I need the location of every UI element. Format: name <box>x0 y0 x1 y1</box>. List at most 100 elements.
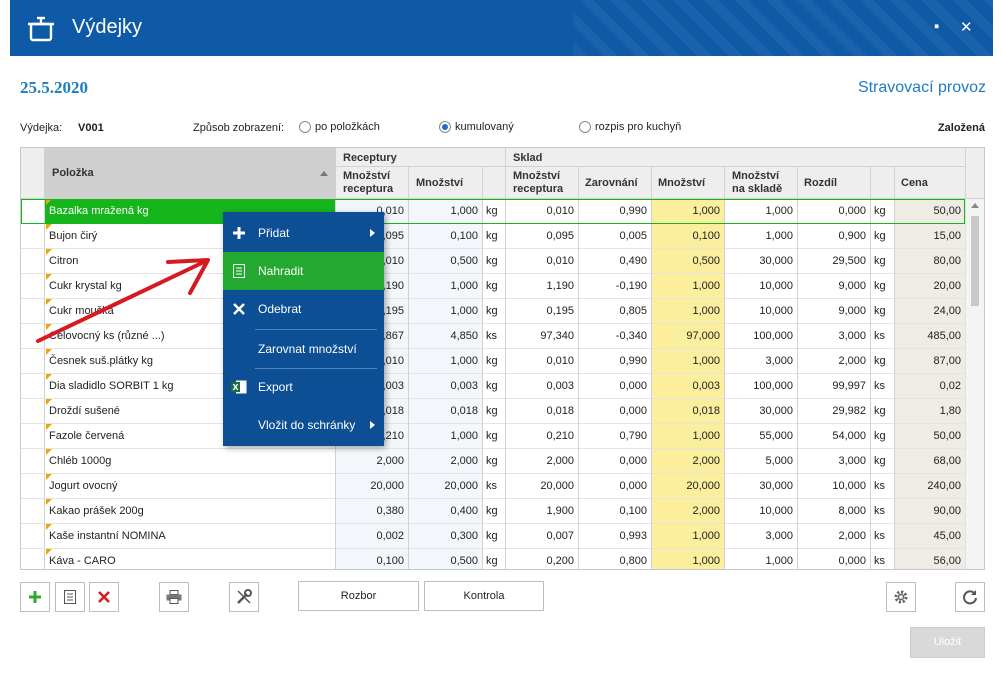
cell-unit2[interactable]: kg <box>874 430 886 442</box>
cell-unit1[interactable]: kg <box>486 355 498 367</box>
table-row[interactable]: Fazole červená 0,210 1,000 kg 0,210 0,790 1,00… <box>21 424 965 449</box>
menu-item-zarovnat-mnozstvi[interactable]: Zarovnat množství <box>223 330 384 368</box>
cell-rozdil[interactable]: 54,000 <box>832 430 866 442</box>
cell-name[interactable]: Droždí sušené <box>49 405 120 417</box>
cell-na-sklade[interactable]: 3,000 <box>765 530 793 542</box>
cell-cena[interactable]: 50,00 <box>933 430 961 442</box>
cell-sk-mn[interactable]: 1,000 <box>692 205 720 217</box>
cell-sk-mn[interactable]: 0,100 <box>692 230 720 242</box>
table-row[interactable]: Česnek suš.plátky kg 0,010 1,000 kg 0,010 0,9… <box>21 349 965 374</box>
table-row[interactable]: Kaše instantní NOMINA 0,002 0,300 kg 0,007 0,… <box>21 524 965 549</box>
radio-circle-selected[interactable] <box>439 121 451 133</box>
cell-zar[interactable]: 0,790 <box>619 430 647 442</box>
cell-cena[interactable]: 240,00 <box>927 480 961 492</box>
cell-sk-mn[interactable]: 1,000 <box>692 430 720 442</box>
cell-rec-mn[interactable]: 1,000 <box>450 355 478 367</box>
cell-na-sklade[interactable]: 5,000 <box>765 455 793 467</box>
print-button[interactable] <box>159 582 189 612</box>
add-button[interactable] <box>20 582 50 612</box>
cell-name[interactable]: Bazalka mražená kg <box>49 205 149 217</box>
vertical-scrollbar[interactable] <box>965 199 984 569</box>
cell-unit2[interactable]: kg <box>874 355 886 367</box>
cell-sk-mn[interactable]: 0,500 <box>692 255 720 267</box>
cell-zar[interactable]: -0,340 <box>615 330 647 342</box>
cell-rozdil[interactable]: 0,000 <box>838 555 866 567</box>
cell-cena[interactable]: 87,00 <box>933 355 961 367</box>
cell-unit1[interactable]: kg <box>486 555 498 567</box>
items-grid[interactable]: Položka Receptury Sklad Množství receptu… <box>20 147 985 570</box>
cell-name[interactable]: Cukr krystal kg <box>49 280 122 292</box>
cell-cena[interactable]: 50,00 <box>933 205 961 217</box>
cell-zar[interactable]: 0,000 <box>619 380 647 392</box>
cell-sk-mn-rec[interactable]: 97,340 <box>540 330 574 342</box>
cell-cena[interactable]: 80,00 <box>933 255 961 267</box>
cell-rozdil[interactable]: 2,000 <box>838 530 866 542</box>
cell-rec-mn[interactable]: 0,500 <box>450 255 478 267</box>
cell-name[interactable]: Bujon čirý <box>49 230 98 242</box>
cell-cena[interactable]: 68,00 <box>933 455 961 467</box>
cell-cena[interactable]: 0,02 <box>939 380 961 392</box>
cell-unit2[interactable]: ks <box>874 380 885 392</box>
cell-zar[interactable]: 0,000 <box>619 455 647 467</box>
cell-unit1[interactable]: kg <box>486 505 498 517</box>
cell-sk-mn-rec[interactable]: 0,007 <box>546 530 574 542</box>
cell-sk-mn-rec[interactable]: 2,000 <box>546 455 574 467</box>
cell-unit1[interactable]: ks <box>486 330 497 342</box>
cell-zar[interactable]: 0,000 <box>619 480 647 492</box>
cell-rozdil[interactable]: 99,997 <box>832 380 866 392</box>
cell-name[interactable]: Jogurt ovocný <box>49 480 118 492</box>
table-row[interactable]: Káva - CARO 0,100 0,500 kg 0,200 0,800 1,000 1,… <box>21 549 965 569</box>
cell-rec-mn[interactable]: 1,000 <box>450 305 478 317</box>
cell-zar[interactable]: 0,990 <box>619 205 647 217</box>
replace-button[interactable] <box>55 582 85 612</box>
cell-sk-mn-rec[interactable]: 0,010 <box>546 205 574 217</box>
cell-name[interactable]: Citron <box>49 255 79 267</box>
cell-zar[interactable]: 0,805 <box>619 305 647 317</box>
cell-sk-mn-rec[interactable]: 1,900 <box>546 505 574 517</box>
radio-circle[interactable] <box>299 121 311 133</box>
column-header-sklad-mnozstvi-receptura[interactable]: Množství receptura <box>513 170 564 195</box>
cell-sk-mn[interactable]: 2,000 <box>692 455 720 467</box>
cell-na-sklade[interactable]: 1,000 <box>765 205 793 217</box>
cell-rec-mn-rec[interactable]: 0,002 <box>376 530 404 542</box>
cell-rozdil[interactable]: 2,000 <box>838 355 866 367</box>
cell-unit2[interactable]: ks <box>874 330 885 342</box>
cell-sk-mn-rec[interactable]: 0,010 <box>546 255 574 267</box>
cell-zar[interactable]: 0,993 <box>619 530 647 542</box>
cell-zar[interactable]: 0,100 <box>619 505 647 517</box>
cell-rec-mn[interactable]: 1,000 <box>450 430 478 442</box>
cell-unit2[interactable]: kg <box>874 405 886 417</box>
cell-sk-mn[interactable]: 20,000 <box>686 480 720 492</box>
cell-cena[interactable]: 90,00 <box>933 505 961 517</box>
cell-na-sklade[interactable]: 100,000 <box>753 380 793 392</box>
table-row[interactable]: Dia sladidlo SORBIT 1 kg 0,003 0,003 kg 0,00… <box>21 374 965 399</box>
cell-unit2[interactable]: kg <box>874 280 886 292</box>
cell-cena[interactable]: 56,00 <box>933 555 961 567</box>
cell-name[interactable]: Dia sladidlo SORBIT 1 kg <box>49 380 174 392</box>
cell-na-sklade[interactable]: 100,000 <box>753 330 793 342</box>
cell-cena[interactable]: 20,00 <box>933 280 961 292</box>
cell-unit1[interactable]: kg <box>486 305 498 317</box>
cell-unit1[interactable]: kg <box>486 530 498 542</box>
provoz-link[interactable]: Stravovací provoz <box>857 79 986 96</box>
menu-item-pridat[interactable]: Přidat <box>223 214 384 252</box>
cell-sk-mn[interactable]: 2,000 <box>692 505 720 517</box>
cell-rec-mn-rec[interactable]: 20,000 <box>370 480 404 492</box>
cell-rozdil[interactable]: 0,000 <box>838 205 866 217</box>
cell-sk-mn[interactable]: 1,000 <box>692 355 720 367</box>
column-header-mnozstvi-receptura[interactable]: Množství receptura <box>343 170 394 195</box>
rozbor-button[interactable]: Rozbor <box>298 581 419 611</box>
cell-cena[interactable]: 24,00 <box>933 305 961 317</box>
scrollbar-thumb[interactable] <box>971 216 979 306</box>
menu-item-odebrat[interactable]: Odebrat <box>223 290 384 328</box>
table-row[interactable]: Citron 0,010 0,500 kg 0,010 0,490 0,500 30,000 2… <box>21 249 965 274</box>
cell-unit1[interactable]: kg <box>486 255 498 267</box>
cell-rec-mn[interactable]: 0,300 <box>450 530 478 542</box>
cell-rozdil[interactable]: 8,000 <box>838 505 866 517</box>
scroll-up-icon[interactable] <box>971 203 979 208</box>
column-header-cena[interactable]: Cena <box>901 177 928 189</box>
cell-cena[interactable]: 45,00 <box>933 530 961 542</box>
menu-item-export[interactable]: X Export <box>223 368 384 406</box>
cell-sk-mn-rec[interactable]: 20,000 <box>540 480 574 492</box>
table-row[interactable]: Jogurt ovocný 20,000 20,000 ks 20,000 0,000 20… <box>21 474 965 499</box>
